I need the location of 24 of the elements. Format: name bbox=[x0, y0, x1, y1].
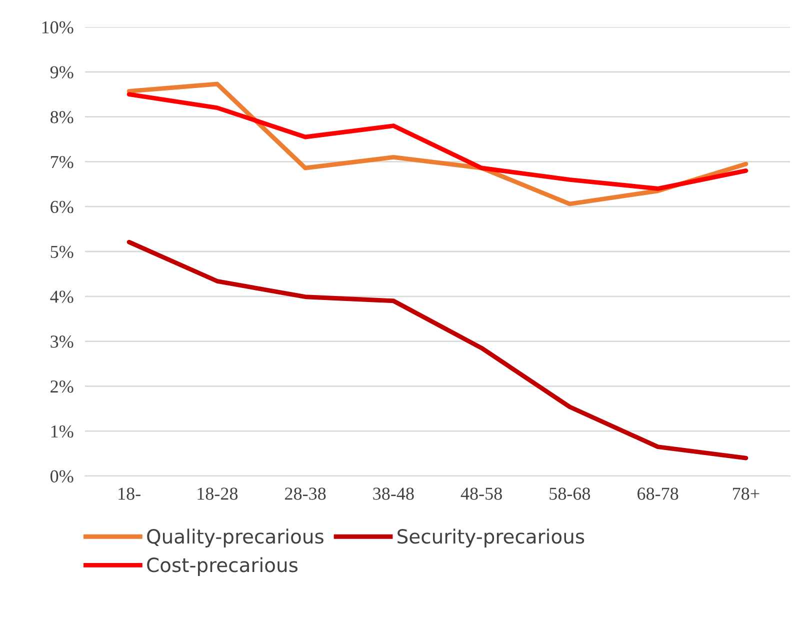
x-tick-label: 28-38 bbox=[285, 488, 326, 500]
x-tick-label: 38-48 bbox=[373, 488, 414, 500]
y-tick-label: 9% bbox=[50, 66, 74, 78]
y-tick-label: 0% bbox=[50, 470, 74, 482]
y-tick-label: 3% bbox=[50, 336, 74, 348]
x-tick-label: 58-68 bbox=[550, 488, 590, 500]
x-tick-label: 18- bbox=[118, 488, 140, 500]
y-tick-label: 10% bbox=[42, 21, 74, 34]
y-tick-label: 2% bbox=[50, 380, 74, 393]
legend-label: Quality-precarious bbox=[147, 528, 324, 548]
y-tick-label: 4% bbox=[50, 290, 74, 303]
y-tick-label: 7% bbox=[51, 156, 74, 168]
line-series bbox=[126, 92, 748, 191]
x-tick-label: 48-58 bbox=[460, 488, 502, 500]
x-tick-label: 68-78 bbox=[638, 488, 678, 500]
y-tick-label: 8% bbox=[50, 111, 74, 124]
y-tick-label: 5% bbox=[50, 246, 74, 258]
legend-label: Security-precarious bbox=[398, 528, 584, 548]
y-tick-label: 1% bbox=[51, 425, 74, 438]
legend-label: Cost-precarious bbox=[147, 557, 298, 576]
y-tick-label: 6% bbox=[50, 200, 74, 214]
line-series bbox=[126, 240, 748, 460]
x-tick-label: 18-28 bbox=[198, 488, 238, 500]
x-tick-label: 78+ bbox=[733, 488, 760, 500]
